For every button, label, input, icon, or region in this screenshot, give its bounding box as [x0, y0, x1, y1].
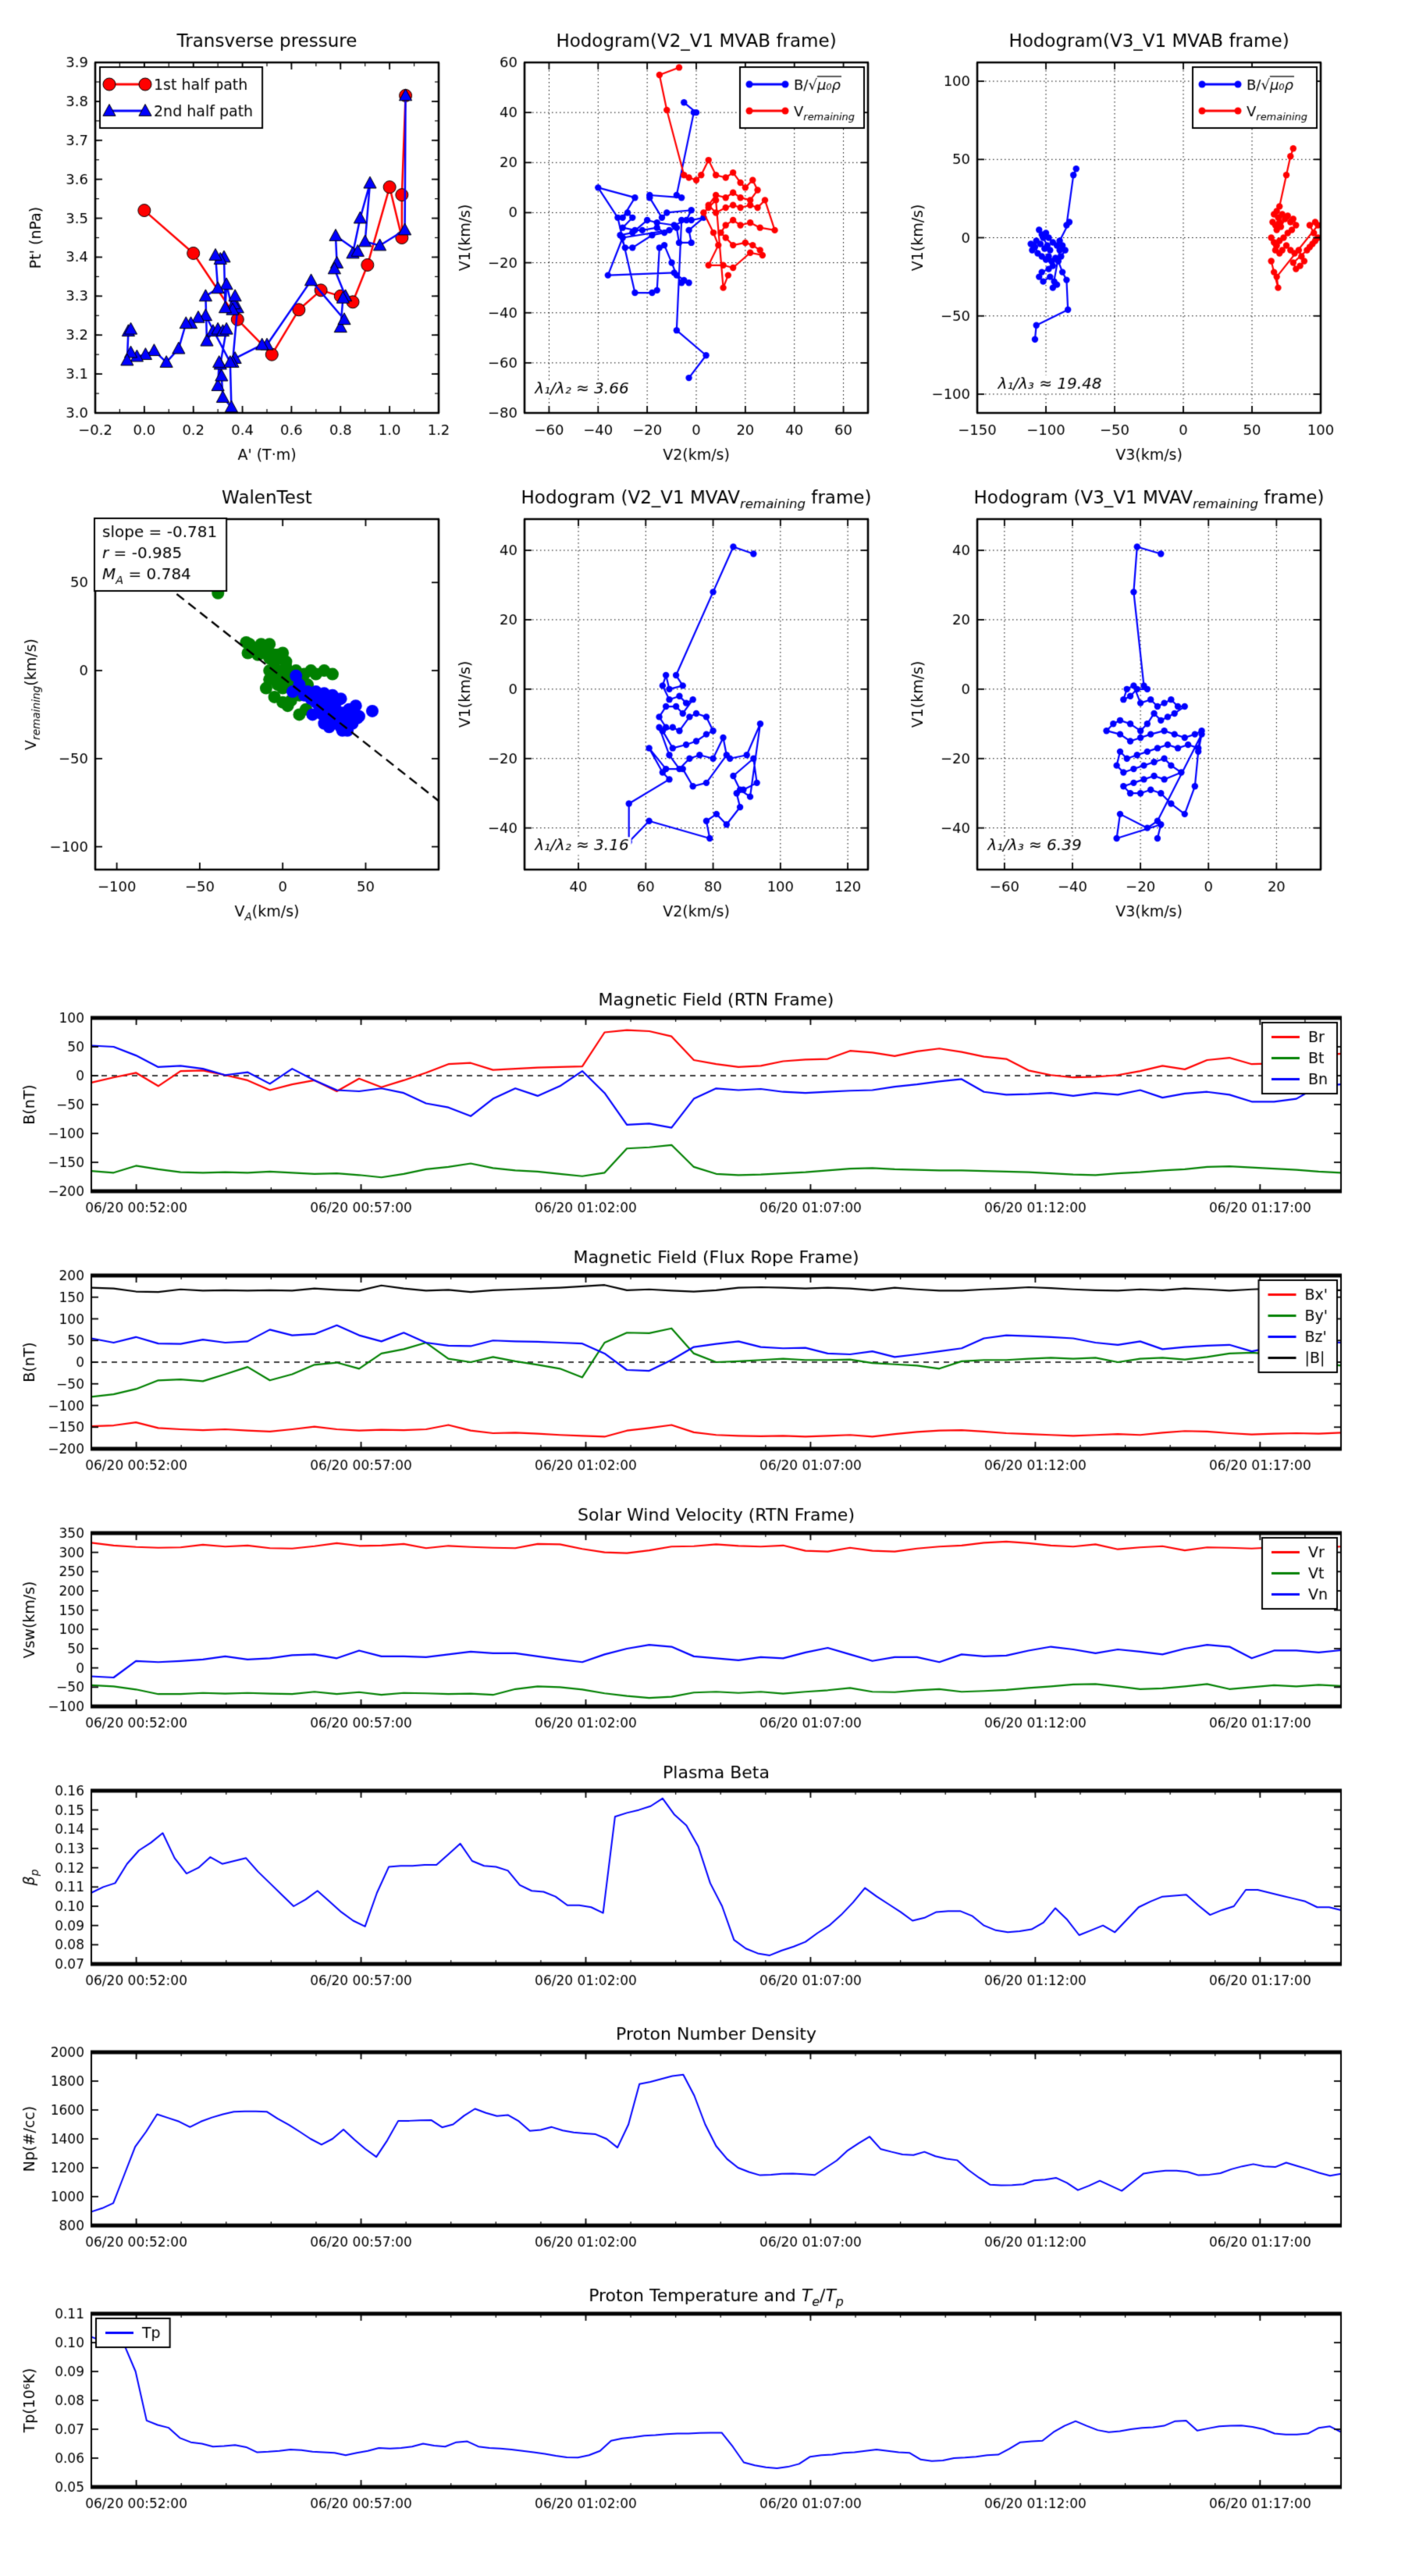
chart-transverse-pressure [8, 8, 468, 464]
chart-hodogram-v3v1-mvab [890, 8, 1350, 464]
chart-proton-density [0, 2002, 1405, 2264]
chart-magnetic-field-fluxrope [0, 1226, 1405, 1483]
chart-walen-test [8, 464, 468, 921]
chart-magnetic-field-rtn [0, 968, 1405, 1226]
chart-hodogram-v3v1-mvav [890, 464, 1350, 921]
chart-proton-temperature [0, 2264, 1405, 2576]
chart-solar-wind-velocity [0, 1483, 1405, 1741]
chart-hodogram-v2v1-mvab [437, 8, 898, 464]
chart-hodogram-v2v1-mvav [437, 464, 898, 921]
chart-plasma-beta [0, 1741, 1405, 2002]
